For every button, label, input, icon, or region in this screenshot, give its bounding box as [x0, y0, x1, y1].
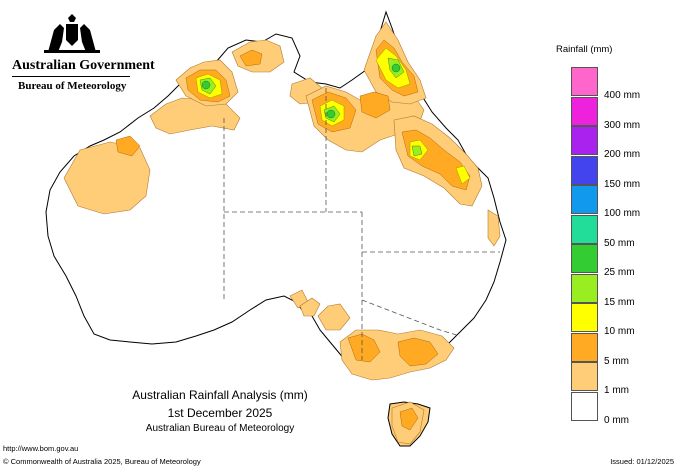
legend-label: 25 mm [604, 267, 635, 278]
copyright-notice: © Commonwealth of Australia 2025, Bureau… [3, 457, 201, 466]
agency-name: Bureau of Meteorology [18, 80, 127, 92]
legend-label: 5 mm [604, 355, 629, 367]
map-date: 1st December 2025 [167, 406, 273, 420]
legend-swatch [571, 155, 598, 185]
state-boundaries [223, 88, 500, 360]
legend-label: 150 mm [604, 178, 641, 190]
header-divider [12, 76, 130, 77]
map-source: Australian Bureau of Meteorology [145, 423, 295, 434]
legend-label: 10 mm [604, 326, 635, 337]
legend-swatch [571, 185, 598, 214]
legend-label: 100 mm [604, 208, 641, 219]
legend-title: Rainfall (mm) [556, 44, 613, 55]
legend-swatch [571, 362, 598, 391]
legend-swatch [571, 244, 598, 273]
legend-swatch [571, 126, 598, 155]
legend-label: 1 mm [604, 385, 629, 396]
legend-swatch [571, 303, 598, 332]
legend-label: 50 mm [604, 237, 635, 249]
legend-label: 0 mm [604, 414, 629, 426]
issued-date: Issued: 01/12/2025 [610, 457, 674, 466]
government-title: Australian Government [12, 58, 155, 73]
legend-label: 200 mm [604, 149, 641, 160]
rain-25mm-areas [201, 63, 401, 119]
coat-of-arms-icon [44, 14, 100, 53]
legend-label: 300 mm [604, 119, 641, 131]
legend-swatch [571, 332, 598, 362]
legend-swatch [571, 67, 598, 96]
bom-url: http://www.bom.gov.au [3, 444, 79, 453]
legend-swatch [571, 96, 598, 126]
legend-swatch [571, 214, 598, 244]
legend-label: 400 mm [604, 90, 641, 101]
legend-swatch [571, 273, 598, 303]
legend-swatch [571, 391, 598, 421]
map-title: Australian Rainfall Analysis (mm) [132, 388, 308, 402]
legend-label: 15 mm [604, 296, 635, 308]
